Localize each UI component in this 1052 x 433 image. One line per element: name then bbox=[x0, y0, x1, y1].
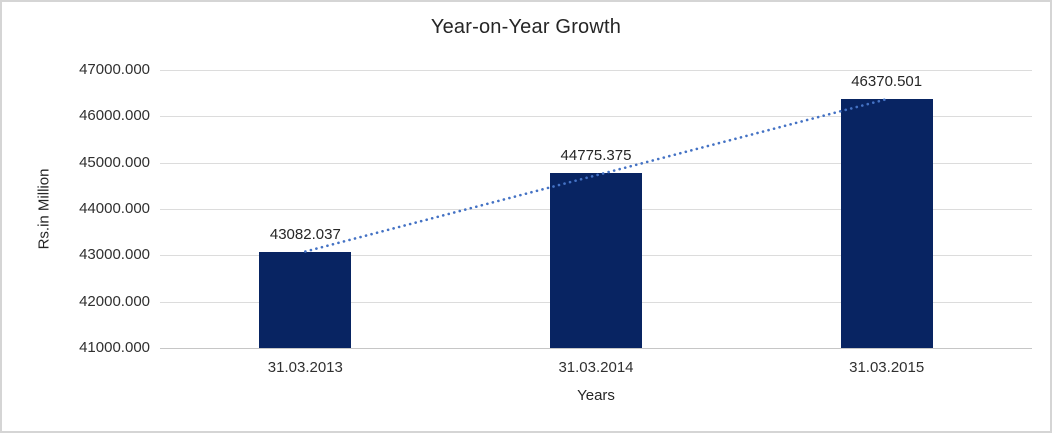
bar-31.03.2013[interactable] bbox=[259, 251, 352, 348]
y-tick-label: 45000.000 bbox=[79, 153, 150, 171]
y-tick-label: 46000.000 bbox=[79, 107, 150, 125]
bar-31.03.2015[interactable] bbox=[840, 99, 933, 348]
x-tick-label: 31.03.2014 bbox=[558, 359, 634, 376]
x-tick-label: 31.03.2015 bbox=[849, 359, 925, 376]
y-tick-label: 41000.000 bbox=[79, 339, 150, 356]
y-tick-label: 44000.000 bbox=[79, 200, 150, 217]
bar-data-label: 46370.501 bbox=[851, 73, 923, 91]
bar-data-label: 44775.375 bbox=[560, 147, 632, 165]
gridline bbox=[160, 70, 1032, 71]
y-tick-label: 47000.000 bbox=[79, 61, 150, 78]
x-axis-title: Years bbox=[577, 387, 615, 404]
bar-data-label: 43082.037 bbox=[269, 225, 341, 243]
x-axis-line bbox=[160, 348, 1032, 349]
y-tick-label: 43000.000 bbox=[79, 246, 150, 264]
chart-title: Year-on-Year Growth bbox=[430, 16, 622, 38]
x-tick-label: 31.03.2013 bbox=[267, 359, 343, 376]
bar-31.03.2014[interactable] bbox=[550, 173, 642, 348]
y-tick-label: 42000.000 bbox=[79, 292, 150, 310]
